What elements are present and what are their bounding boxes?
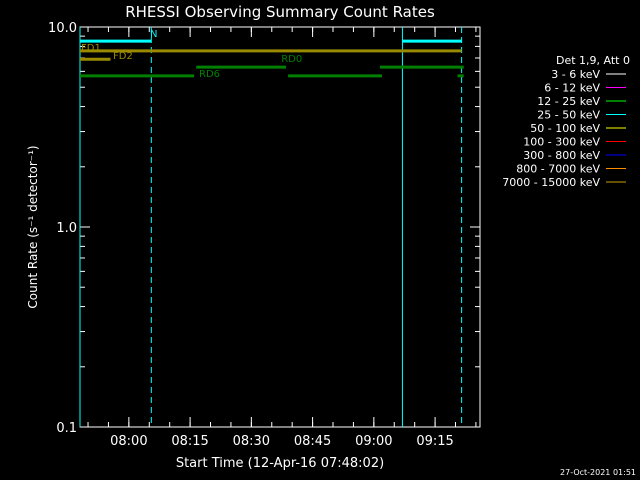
legend-label: 7000 - 15000 keV <box>502 176 600 189</box>
flag-label-n: N <box>150 29 157 40</box>
legend-label: 12 - 25 keV <box>537 95 600 108</box>
y-axis: 0.1 1.0 10.0 <box>48 21 480 436</box>
y-axis-label: Count Rate (s⁻¹ detector⁻¹) <box>26 145 40 308</box>
chart-title: RHESSI Observing Summary Count Rates <box>125 3 435 21</box>
flag-bars: N FD1 FD2 RD0 RD6 <box>80 29 464 80</box>
legend-label: 300 - 800 keV <box>523 149 600 162</box>
y-axis-label-text: Count Rate (s⁻¹ detector⁻¹) <box>26 145 40 308</box>
legend-label: 100 - 300 keV <box>523 136 600 149</box>
flag-label-fd2: FD2 <box>113 51 133 62</box>
legend-label: 50 - 100 keV <box>530 122 600 135</box>
flag-label-rd6: RD6 <box>199 69 220 80</box>
x-tick-label: 08:00 <box>110 434 147 449</box>
flag-label-rd0: RD0 <box>281 54 302 65</box>
x-tick-label: 09:15 <box>416 434 453 449</box>
plot-frame <box>79 26 481 428</box>
legend-title: Det 1,9, Att 0 <box>556 54 630 67</box>
legend-label: 3 - 6 keV <box>551 68 600 81</box>
x-tick-label: 09:00 <box>355 434 392 449</box>
y-tick-label: 1.0 <box>56 221 77 236</box>
y-tick-label: 0.1 <box>56 421 77 436</box>
x-tick-label: 08:30 <box>233 434 270 449</box>
time-markers <box>79 27 463 427</box>
legend-label: 25 - 50 keV <box>537 109 600 122</box>
legend-label: 6 - 12 keV <box>544 82 600 95</box>
x-tick-label: 08:15 <box>171 434 208 449</box>
legend-label: 800 - 7000 keV <box>516 163 600 176</box>
flag-label-fd1: FD1 <box>81 43 101 54</box>
x-axis: 08:00 08:15 08:30 08:45 09:00 09:15 <box>87 27 477 449</box>
x-tick-label: 08:45 <box>294 434 331 449</box>
footer-timestamp: 27-Oct-2021 01:51 <box>560 468 636 477</box>
y-tick-label: 10.0 <box>48 21 77 36</box>
x-axis-label: Start Time (12-Apr-16 07:48:02) <box>176 456 384 471</box>
